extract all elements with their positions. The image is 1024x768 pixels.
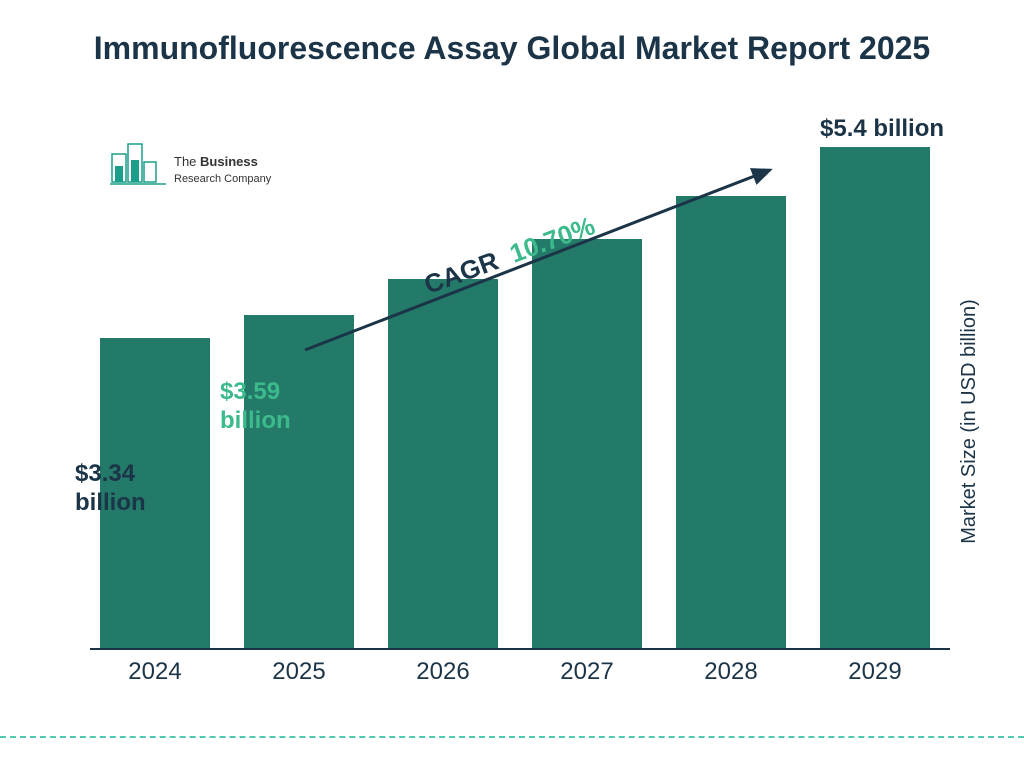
bar-plot: 202420252026202720282029 bbox=[90, 130, 950, 650]
bar-2028 bbox=[676, 196, 786, 648]
x-label-2026: 2026 bbox=[388, 658, 498, 686]
bar-2026 bbox=[388, 279, 498, 648]
x-label-2025: 2025 bbox=[244, 658, 354, 686]
x-label-2024: 2024 bbox=[100, 658, 210, 686]
bottom-dashed-line bbox=[0, 736, 1024, 738]
x-label-2028: 2028 bbox=[676, 658, 786, 686]
bar-2027 bbox=[532, 239, 642, 648]
y-axis-label: Market Size (in USD billion) bbox=[959, 299, 982, 544]
value-label-0: $3.34billion bbox=[75, 460, 146, 518]
bar-2025 bbox=[244, 315, 354, 648]
value-label-2: $5.4 billion bbox=[820, 115, 944, 144]
page-title: Immunofluorescence Assay Global Market R… bbox=[0, 0, 1024, 68]
value-label-1: $3.59billion bbox=[220, 378, 291, 436]
bar-2029 bbox=[820, 147, 930, 648]
x-label-2027: 2027 bbox=[532, 658, 642, 686]
x-label-2029: 2029 bbox=[820, 658, 930, 686]
